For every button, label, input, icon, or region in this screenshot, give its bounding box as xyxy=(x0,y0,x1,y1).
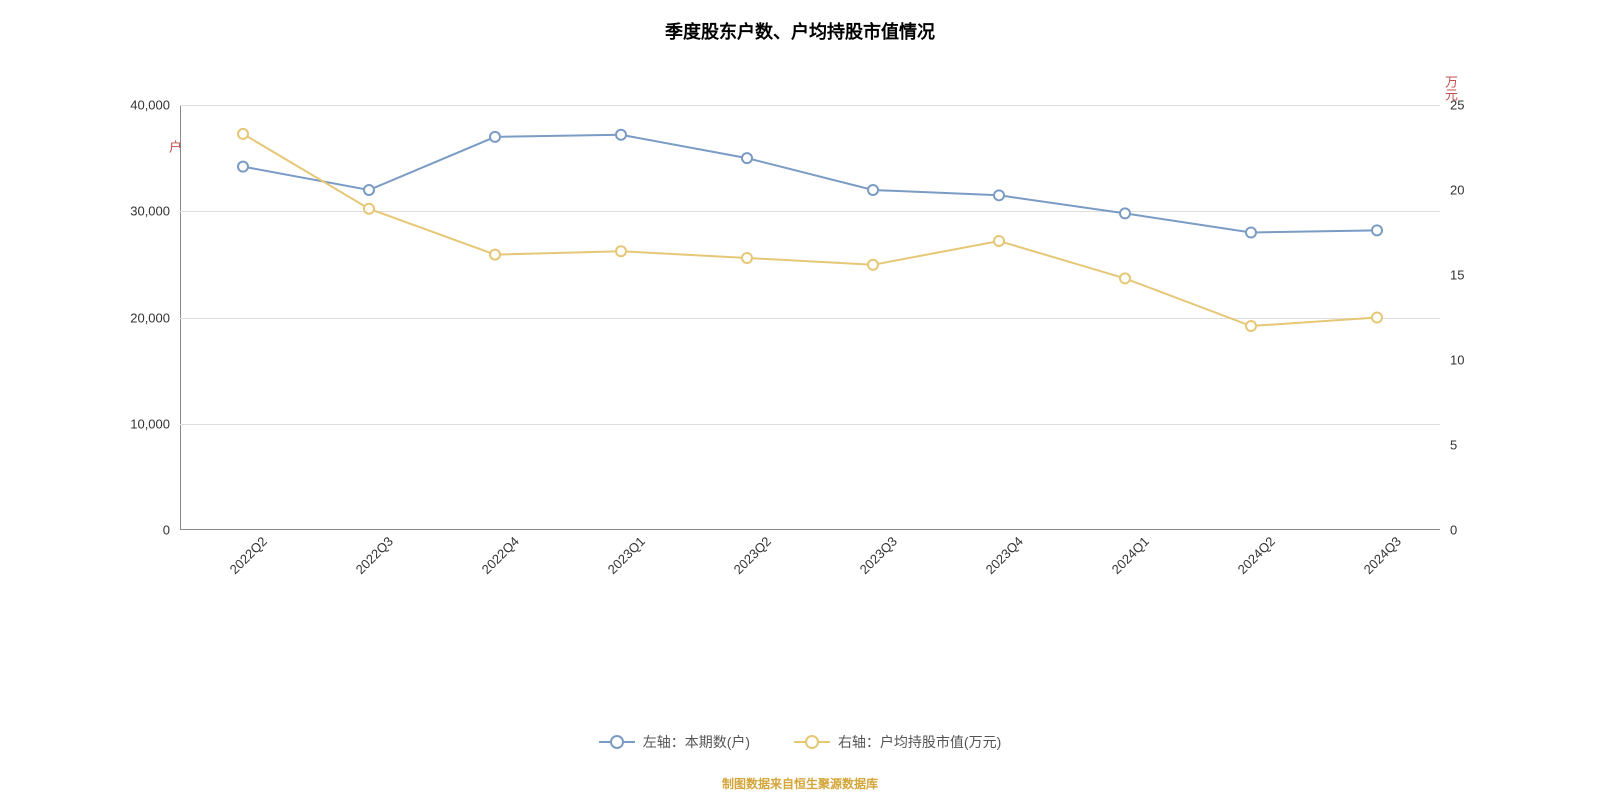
chart-lines xyxy=(180,105,1440,530)
series-point xyxy=(490,132,500,142)
x-tick: 2023Q2 xyxy=(731,534,774,577)
x-tick: 2022Q4 xyxy=(479,534,522,577)
y-tick-right: 25 xyxy=(1450,98,1490,113)
x-tick: 2022Q2 xyxy=(227,534,270,577)
series-point xyxy=(1372,225,1382,235)
legend-marker-icon xyxy=(794,741,830,743)
chart-credit: 制图数据来自恒生聚源数据库 xyxy=(0,775,1600,792)
series-point xyxy=(238,129,248,139)
series-point xyxy=(1372,313,1382,323)
y-tick-left: 40,000 xyxy=(110,98,170,113)
series-point xyxy=(742,153,752,163)
y-tick-right: 20 xyxy=(1450,183,1490,198)
x-tick: 2024Q1 xyxy=(1109,534,1152,577)
chart-legend: 左轴：本期数(户) 右轴：户均持股市值(万元) xyxy=(0,730,1600,752)
legend-label: 左轴：本期数(户) xyxy=(643,732,750,752)
series-point xyxy=(1246,321,1256,331)
legend-item-series-0: 左轴：本期数(户) xyxy=(599,732,750,752)
series-line xyxy=(243,134,1377,326)
series-point xyxy=(364,185,374,195)
x-tick: 2022Q3 xyxy=(353,534,396,577)
series-point xyxy=(1120,273,1130,283)
y-tick-right: 10 xyxy=(1450,353,1490,368)
x-tick: 2023Q3 xyxy=(857,534,900,577)
chart-title: 季度股东户数、户均持股市值情况 xyxy=(0,0,1600,44)
series-point xyxy=(616,130,626,140)
series-point xyxy=(364,204,374,214)
series-point xyxy=(994,190,1004,200)
chart-plot-area: 010,00020,00030,00040,000 0510152025 202… xyxy=(180,105,1440,530)
series-point xyxy=(868,260,878,270)
x-tick: 2024Q3 xyxy=(1361,534,1404,577)
series-point xyxy=(238,162,248,172)
series-point xyxy=(868,185,878,195)
x-tick: 2023Q4 xyxy=(983,534,1026,577)
series-point xyxy=(1246,228,1256,238)
y-tick-right: 5 xyxy=(1450,438,1490,453)
legend-label: 右轴：户均持股市值(万元) xyxy=(838,732,1001,752)
series-point xyxy=(616,246,626,256)
y-tick-left: 30,000 xyxy=(110,204,170,219)
series-point xyxy=(1120,208,1130,218)
x-tick: 2023Q1 xyxy=(605,534,648,577)
series-point xyxy=(742,253,752,263)
y-tick-left: 0 xyxy=(110,523,170,538)
series-point xyxy=(994,236,1004,246)
y-tick-right: 15 xyxy=(1450,268,1490,283)
y-tick-left: 20,000 xyxy=(110,310,170,325)
legend-marker-icon xyxy=(599,741,635,743)
series-line xyxy=(243,135,1377,233)
y-tick-right: 0 xyxy=(1450,523,1490,538)
series-point xyxy=(490,250,500,260)
legend-item-series-1: 右轴：户均持股市值(万元) xyxy=(794,732,1001,752)
x-tick: 2024Q2 xyxy=(1235,534,1278,577)
y-tick-left: 10,000 xyxy=(110,416,170,431)
